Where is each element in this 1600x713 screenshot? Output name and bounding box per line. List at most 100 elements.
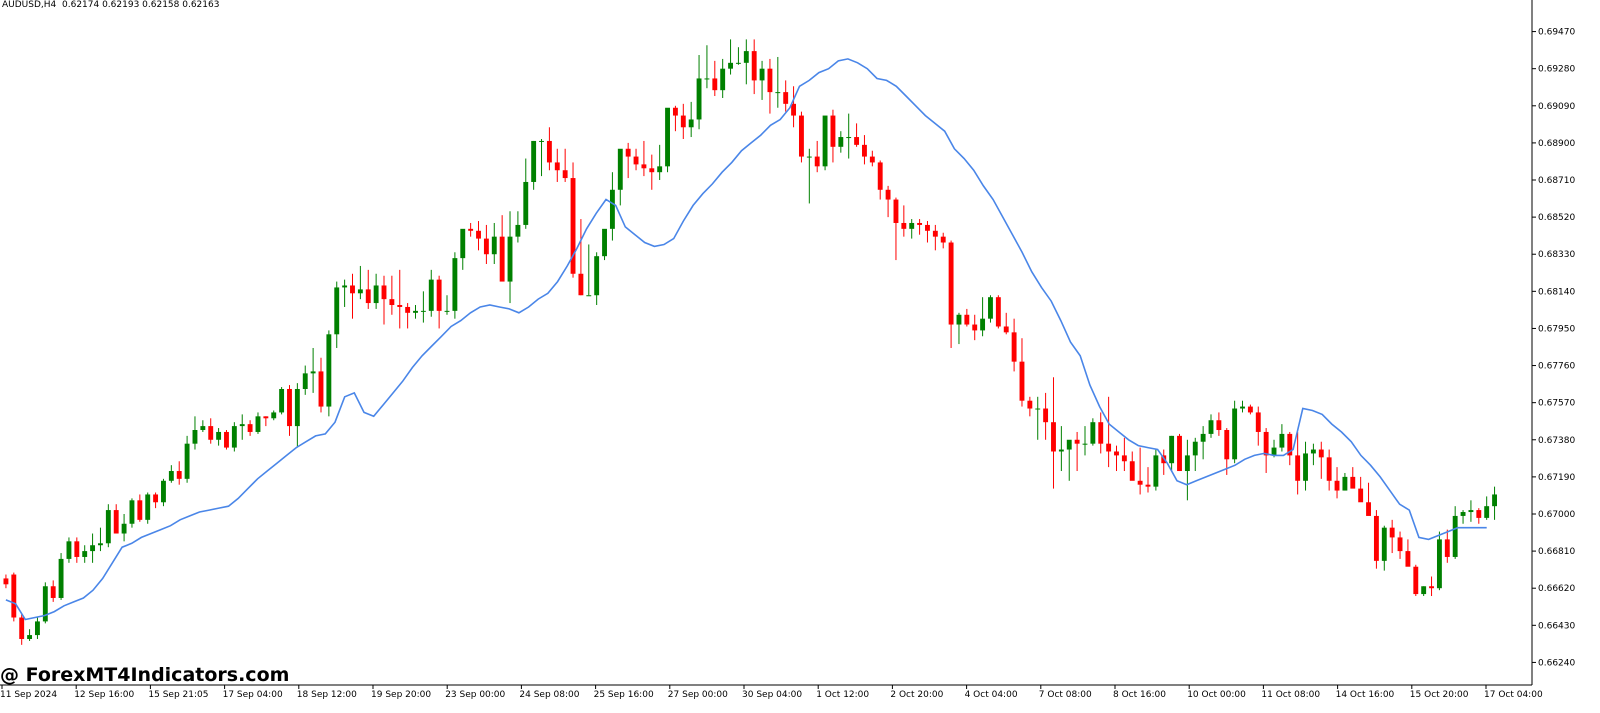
- candle: [893, 197, 899, 261]
- price-tick-label: 0.69470: [1538, 28, 1575, 38]
- candle: [1389, 519, 1395, 554]
- candle-body: [814, 156, 820, 167]
- candle: [1224, 428, 1230, 475]
- candle-body: [310, 371, 316, 374]
- candle: [271, 410, 277, 421]
- candle: [192, 416, 198, 450]
- candle-body: [90, 545, 96, 552]
- candle: [877, 160, 883, 200]
- candle-body: [877, 162, 883, 190]
- price-scale[interactable]: 0.69470 0.69280 0.69090 0.68900 0.68710 0.685…: [1532, 28, 1575, 669]
- candle: [208, 418, 214, 444]
- candle-body: [1106, 443, 1112, 452]
- candle: [137, 494, 143, 522]
- candle-body: [964, 314, 970, 325]
- candle: [570, 162, 576, 278]
- candle-body: [940, 236, 946, 243]
- candle-body: [720, 68, 726, 91]
- candle: [909, 219, 915, 239]
- candle-body: [468, 228, 474, 231]
- candle-body: [704, 78, 710, 80]
- candle: [1129, 451, 1135, 481]
- candle: [554, 148, 560, 182]
- candle: [90, 533, 96, 563]
- candle-body: [1121, 455, 1127, 462]
- candle: [995, 295, 1001, 329]
- candle-body: [570, 178, 576, 274]
- candle: [578, 219, 584, 296]
- candle: [1468, 500, 1474, 522]
- candle: [917, 219, 923, 235]
- candle: [389, 275, 395, 315]
- price-tick-label: 0.66430: [1538, 621, 1575, 631]
- candle: [113, 504, 119, 534]
- candle: [326, 330, 332, 417]
- candle-body: [499, 236, 505, 282]
- time-tick-label: 12 Sep 16:00: [74, 690, 134, 700]
- candle-body: [1342, 476, 1348, 491]
- candle-body: [1098, 422, 1104, 444]
- candle: [105, 504, 111, 548]
- candle: [334, 281, 340, 348]
- candle: [11, 572, 17, 622]
- candle: [980, 297, 986, 337]
- candle-body: [74, 541, 80, 557]
- candle-body: [1066, 439, 1072, 450]
- candle-body: [617, 148, 623, 190]
- candle-body: [925, 224, 930, 231]
- candle: [751, 39, 757, 95]
- candle-body: [231, 426, 237, 448]
- candle: [381, 275, 387, 325]
- candle: [216, 428, 222, 446]
- candle: [641, 140, 647, 177]
- candle: [1444, 529, 1450, 563]
- candle: [767, 58, 773, 114]
- candle: [19, 613, 25, 645]
- candle-body: [743, 51, 749, 63]
- candle: [397, 269, 403, 329]
- candle: [98, 527, 103, 552]
- candle-body: [680, 115, 686, 128]
- candle: [586, 244, 592, 297]
- candle: [1484, 496, 1490, 520]
- candle: [956, 312, 962, 345]
- candle: [1255, 406, 1261, 446]
- candle: [1452, 506, 1458, 559]
- candle-body: [995, 297, 1001, 327]
- candle: [1429, 576, 1434, 597]
- candle-body: [1200, 433, 1206, 442]
- candle: [932, 224, 938, 251]
- moving-average-layer: [5, 58, 1487, 621]
- candle: [665, 107, 670, 173]
- candle-body: [932, 230, 938, 237]
- candle-body: [1177, 435, 1182, 472]
- candle: [1287, 431, 1293, 466]
- candle-body: [381, 285, 387, 300]
- candle-body: [491, 236, 497, 255]
- candle-body: [129, 500, 135, 524]
- candle-body: [586, 295, 592, 297]
- candle-body: [1137, 480, 1143, 485]
- candle-body: [539, 140, 544, 142]
- price-tick-label: 0.67950: [1538, 324, 1575, 334]
- candle-body: [176, 471, 182, 479]
- candle-body: [1208, 420, 1214, 434]
- candle-body: [649, 168, 655, 173]
- candle-body: [1114, 451, 1119, 456]
- candle-body: [665, 107, 670, 167]
- candle: [1295, 431, 1301, 495]
- candle-body: [271, 412, 277, 419]
- candle-body: [759, 68, 765, 81]
- candle: [1200, 426, 1206, 460]
- candle-body: [822, 115, 828, 167]
- candle: [66, 537, 72, 563]
- candle: [1066, 439, 1072, 481]
- candle: [1460, 510, 1466, 524]
- time-scale[interactable]: 11 Sep 2024 12 Sep 16:00 15 Sep 21:05 17 Se…: [0, 685, 1543, 700]
- candle-body: [239, 424, 245, 427]
- candle-body: [42, 586, 48, 622]
- candle-body: [365, 289, 371, 304]
- candle: [783, 80, 789, 112]
- candle-body: [35, 621, 40, 636]
